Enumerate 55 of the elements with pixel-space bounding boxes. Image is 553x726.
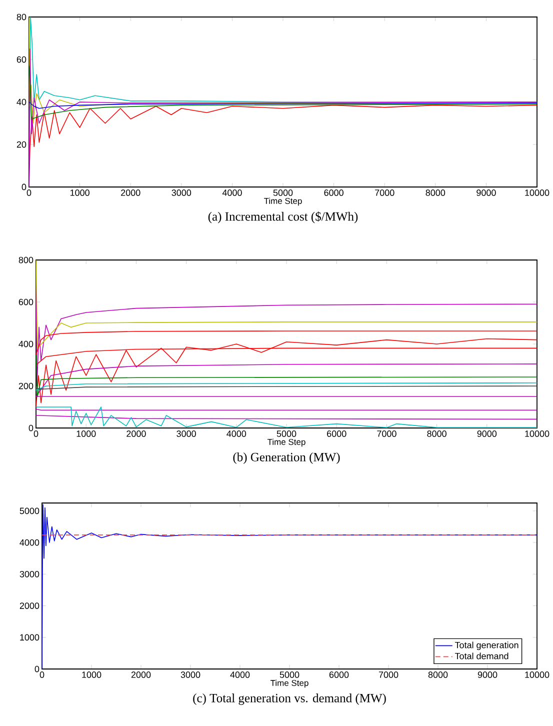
x-tick-label: 9000 [477, 430, 497, 437]
y-tick-label: 4000 [20, 539, 40, 546]
x-tick-label: 2000 [121, 190, 140, 196]
x-tick-label: 4000 [230, 672, 250, 678]
y-tick-label: 3000 [20, 570, 40, 578]
x-tick-label: 1000 [70, 190, 90, 196]
y-tick-label: 800 [18, 256, 34, 264]
x-tick-label: 3000 [176, 430, 196, 437]
y-tick-label: 200 [18, 382, 34, 390]
y-tick-label: 600 [18, 298, 34, 306]
x-tick-label: 1000 [76, 430, 96, 437]
y-tick-label: 5000 [20, 508, 40, 514]
x-tick-label: 9000 [478, 672, 498, 678]
text: (a) Incremental cost ($/MWh) [208, 212, 358, 224]
x-tick-label: 10000 [525, 430, 550, 437]
y-tick-label: 20 [16, 141, 26, 148]
x-tick-label: 6000 [327, 430, 346, 437]
x-tick-label: 9000 [476, 190, 496, 196]
x-tick-label: 3000 [180, 672, 200, 678]
x-axis-title: Time Step [264, 198, 302, 206]
x-tick-label: 4000 [226, 430, 246, 437]
x-axis-title: Time Step [270, 680, 308, 688]
x-tick-label: 6000 [329, 672, 349, 678]
y-tick-label: 400 [18, 340, 34, 348]
y-tick-label: 80 [16, 14, 26, 20]
x-tick-label: 8000 [427, 430, 446, 437]
x-tick-label: 5000 [276, 430, 296, 437]
x-tick-label: 2000 [131, 672, 151, 678]
text: (b) Generation (MW) [233, 452, 340, 464]
x-tick-label: 5000 [273, 190, 293, 196]
y-tick-label: 0 [22, 184, 26, 190]
x-tick-label: 8000 [428, 672, 448, 678]
x-tick-label: 5000 [280, 672, 300, 678]
y-tick-label: 40 [16, 98, 26, 106]
x-tick-label: 7000 [378, 672, 398, 678]
x-tick-label: 3000 [172, 190, 192, 196]
text: (c) Total generation vs. demand (MW) [193, 694, 386, 705]
y-tick-label: 60 [16, 56, 26, 63]
y-tick-label: 1000 [20, 634, 40, 641]
x-tick-label: 7000 [377, 430, 396, 437]
x-tick-label: 1000 [82, 672, 102, 678]
x-tick-label: 7000 [375, 190, 394, 196]
x-tick-label: 10000 [525, 672, 550, 678]
legend-label: Total demand [454, 652, 508, 660]
x-tick-label: 2000 [126, 430, 146, 437]
y-tick-label: 0 [34, 666, 40, 672]
y-tick-label: 2000 [20, 602, 40, 609]
x-tick-label: 10000 [525, 190, 550, 196]
x-axis-title: Time Step [267, 438, 306, 447]
y-tick-label: 0 [28, 424, 34, 432]
x-tick-label: 0 [40, 672, 44, 678]
x-tick-label: 8000 [426, 190, 446, 196]
x-tick-label: 4000 [222, 190, 242, 196]
legend-label: Total generation [454, 642, 518, 650]
x-tick-label: 6000 [324, 190, 344, 196]
